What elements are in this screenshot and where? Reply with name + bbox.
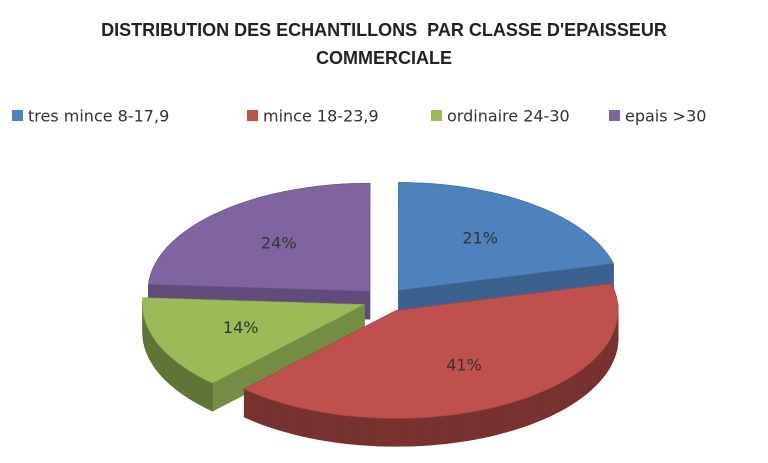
- slice-side: [422, 416, 432, 446]
- slice-side: [183, 366, 189, 399]
- slice-side: [541, 388, 549, 421]
- slice-side: [512, 399, 521, 431]
- legend-swatch: [431, 110, 442, 121]
- legend-label: tres mince 8-17,9: [28, 107, 169, 126]
- slice-side: [481, 408, 490, 439]
- slice-side: [199, 376, 207, 409]
- slice-side: [165, 351, 170, 385]
- slice-side: [343, 415, 353, 445]
- legend-label: epais >30: [625, 107, 706, 126]
- slice-side: [147, 327, 151, 361]
- slice-side: [559, 379, 567, 412]
- slice-side: [386, 418, 397, 447]
- slice-side: [456, 412, 466, 443]
- slice: [243, 283, 619, 419]
- data-label: 21%: [462, 229, 498, 248]
- slice-side: [326, 412, 336, 443]
- slice-side: [161, 347, 166, 381]
- slice-side: [612, 330, 615, 363]
- data-label: 24%: [261, 233, 297, 252]
- slice-side: [294, 406, 303, 437]
- slice-side: [413, 417, 423, 447]
- slice-side: [404, 417, 414, 447]
- slice-side: [439, 415, 449, 445]
- slice-side: [318, 411, 328, 442]
- slice-side: [590, 358, 596, 391]
- slice-side: [149, 330, 153, 366]
- slice-side: [378, 417, 388, 447]
- slice-side: [505, 401, 514, 433]
- slice-side: [430, 416, 440, 446]
- slice-side: [369, 417, 379, 447]
- slice-side: [497, 404, 506, 435]
- legend-swatch: [12, 110, 23, 121]
- slice-side: [594, 354, 599, 388]
- slice-side: [571, 372, 578, 406]
- slice-side: [601, 346, 606, 380]
- slice-side: [352, 416, 362, 446]
- slice-side: [205, 379, 213, 412]
- data-label: 41%: [446, 356, 482, 375]
- slice-side: [565, 376, 572, 409]
- slice-side: [605, 341, 609, 376]
- slice-side: [257, 394, 265, 426]
- slice-side: [188, 369, 195, 403]
- legend-swatch: [247, 110, 258, 121]
- slice-side: [250, 391, 258, 424]
- slice-side: [145, 323, 149, 356]
- slice-side: [610, 334, 613, 367]
- slice-side: [157, 343, 162, 377]
- slice: [142, 297, 366, 384]
- chart-title: DISTRIBUTION DES ECHANTILLONS PAR CLASSE…: [101, 20, 672, 68]
- slice-side: [264, 397, 272, 429]
- slice-side: [178, 362, 184, 396]
- slice-side: [534, 391, 542, 424]
- slice-side: [598, 350, 603, 384]
- slice-side: [154, 339, 159, 373]
- slice-side: [448, 414, 458, 444]
- slice: [148, 182, 371, 292]
- slice-side: [152, 335, 156, 370]
- slice-side: [360, 416, 370, 446]
- slice-side: [527, 394, 535, 426]
- slice-side: [278, 401, 287, 433]
- slice-side: [310, 409, 319, 440]
- slice-side: [553, 382, 561, 415]
- slice-side: [489, 406, 498, 437]
- slice-side: [194, 373, 201, 406]
- slice-side: [286, 403, 295, 435]
- slice-side: [334, 414, 344, 444]
- slice-side: [173, 359, 179, 392]
- slice-side: [607, 337, 611, 372]
- slice-side: [302, 407, 311, 439]
- slice-side: [395, 418, 406, 447]
- slice-side: [520, 397, 528, 429]
- slice-side: [586, 361, 592, 395]
- slice-side: [473, 409, 482, 441]
- slice-side: [464, 411, 474, 442]
- legend-swatch: [609, 110, 620, 121]
- slice-side: [581, 365, 587, 399]
- slice-side: [243, 388, 252, 421]
- legend-label: mince 18-23,9: [263, 107, 379, 126]
- slice-side: [169, 355, 175, 389]
- data-label: 14%: [223, 318, 259, 337]
- slice-side: [547, 385, 555, 418]
- legend-label: ordinaire 24-30: [447, 107, 570, 126]
- slice: [398, 182, 614, 291]
- slice-side: [271, 399, 280, 431]
- slice-side: [576, 369, 583, 402]
